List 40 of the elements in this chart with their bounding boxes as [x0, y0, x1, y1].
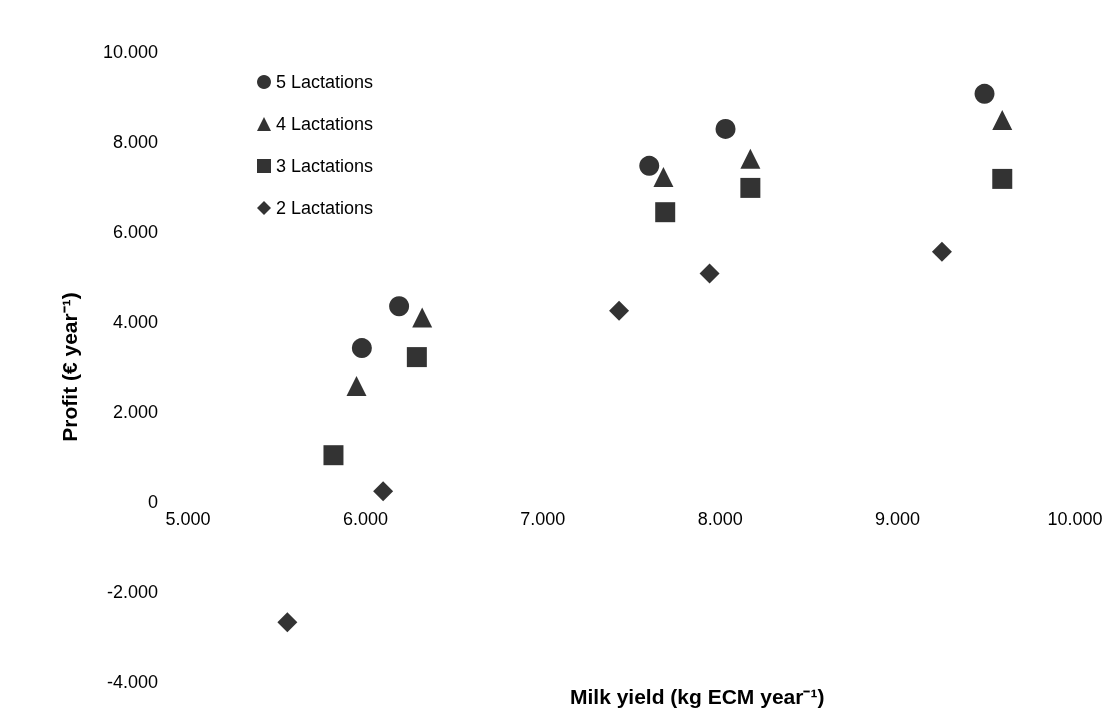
x-axis-title: Milk yield (kg ECM year⁻¹)	[570, 685, 825, 708]
y-tick-label: 2.000	[112, 402, 158, 422]
y-tick-label: 0	[147, 492, 158, 512]
point	[931, 241, 952, 262]
point	[346, 375, 367, 396]
point	[992, 168, 1013, 189]
x-tick-label: 6.000	[342, 509, 388, 529]
y-axis-title: Profit (€ year⁻¹)	[58, 292, 81, 442]
point	[653, 167, 674, 188]
point	[351, 338, 372, 359]
point	[699, 263, 720, 284]
y-tick-label: -2.000	[106, 582, 158, 602]
x-tick-label: 8.000	[697, 509, 743, 529]
point	[389, 296, 410, 317]
point	[277, 612, 298, 633]
point	[639, 155, 660, 176]
point	[974, 83, 995, 104]
x-tick-label: 10.000	[1047, 509, 1103, 529]
point	[373, 481, 394, 502]
point	[412, 307, 433, 328]
y-tick-label: 10.000	[102, 42, 158, 62]
y-tick-label: 4.000	[112, 312, 158, 332]
legend-label: 3 Lactations	[276, 156, 374, 176]
point	[609, 300, 630, 321]
y-tick-label: 8.000	[112, 132, 158, 152]
x-tick-label: 7.000	[520, 509, 566, 529]
point	[992, 109, 1013, 130]
point	[740, 148, 761, 169]
legend-label: 2 Lactations	[276, 198, 374, 218]
legend-label: 4 Lactations	[276, 114, 374, 134]
point	[715, 118, 736, 139]
x-tick-label: 9.000	[875, 509, 921, 529]
point	[655, 202, 676, 223]
x-tick-label: 5.000	[165, 509, 211, 529]
point	[740, 177, 761, 198]
y-tick-label: 6.000	[112, 222, 158, 242]
point	[406, 347, 427, 368]
y-tick-label: -4.000	[106, 672, 158, 692]
legend-label: 5 Lactations	[276, 72, 374, 92]
point	[323, 445, 344, 466]
